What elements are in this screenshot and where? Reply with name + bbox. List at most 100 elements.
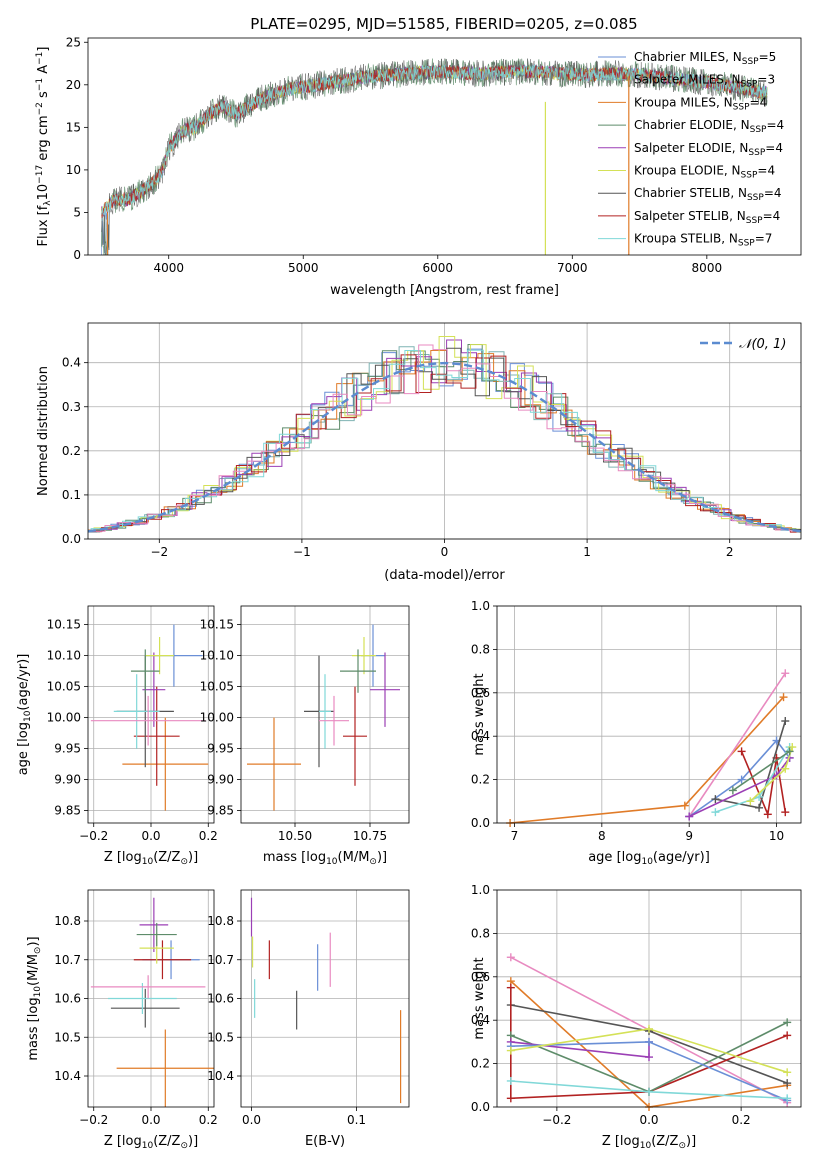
x-axis-label: mass [log10(M/M⊙)] bbox=[263, 850, 387, 867]
y-tick-label: 15 bbox=[66, 120, 81, 134]
panel-3: 10.50 10.75 9.85 9.90 9.95 10.00 10.05 10.10 10.… bbox=[200, 605, 410, 867]
y-tick-label: 10.00 bbox=[200, 711, 234, 725]
y-tick-label: 0.4 bbox=[471, 729, 490, 743]
y-tick-label: 0.1 bbox=[62, 488, 81, 502]
spectrum-line bbox=[101, 58, 768, 255]
axes-frame bbox=[240, 605, 410, 824]
x-axis-label: age [log10(age/yr)] bbox=[588, 850, 710, 867]
data-point bbox=[90, 695, 206, 746]
normal-curve bbox=[87, 361, 802, 533]
legend: Chabrier MILES, NSSP=5 Salpeter MILES, NS… bbox=[598, 50, 784, 249]
panel-4: 7 8 9 10 0.0 0.2 0.4 0.6 0.8 1.0 age [log10(age/yr… bbox=[471, 599, 802, 867]
x-tick-label: −0.2 bbox=[79, 829, 108, 843]
x-tick-label: 2 bbox=[726, 545, 734, 559]
y-tick-label: 10.15 bbox=[47, 618, 81, 632]
y-tick-label: 5 bbox=[73, 205, 81, 219]
panel-6: 0.0 0.1 10.4 10.5 10.6 10.7 10.8 E(B-V) bbox=[207, 889, 410, 1149]
axes-frame bbox=[496, 605, 802, 824]
y-tick-label: 9.95 bbox=[54, 742, 81, 756]
legend-entry: Salpeter STELIB, NSSP=4 bbox=[634, 209, 780, 226]
x-tick-label: 0.1 bbox=[347, 1113, 366, 1127]
y-tick-label: 10.05 bbox=[200, 680, 234, 694]
axes-frame bbox=[240, 889, 410, 1108]
x-axis-label: Z [log10(Z/Z⊙)] bbox=[104, 850, 198, 867]
x-tick-label: 0.0 bbox=[242, 1113, 261, 1127]
x-tick-label: 5000 bbox=[288, 261, 319, 275]
legend-entry: Salpeter ELODIE, NSSP=4 bbox=[634, 141, 783, 158]
data-point bbox=[130, 649, 160, 693]
x-axis-label: Z [log10(Z/Z⊙)] bbox=[602, 1134, 696, 1151]
y-tick-label: 10.6 bbox=[54, 992, 81, 1006]
data-point bbox=[110, 988, 180, 1028]
x-tick-label: −0.2 bbox=[542, 1113, 571, 1127]
y-tick-label: 10 bbox=[66, 163, 81, 177]
x-tick-label: 6000 bbox=[423, 261, 454, 275]
legend-entry: Kroupa MILES, NSSP=4 bbox=[634, 95, 767, 112]
series-line bbox=[740, 751, 787, 818]
x-tick-label: 7 bbox=[511, 829, 519, 843]
legend-entry: Kroupa STELIB, NSSP=7 bbox=[634, 232, 772, 249]
data-point bbox=[352, 637, 376, 675]
y-axis-label: Normed distribution bbox=[36, 366, 51, 496]
y-tick-label: 0.2 bbox=[62, 444, 81, 458]
y-tick-label: 9.85 bbox=[54, 804, 81, 818]
y-tick-label: 10.10 bbox=[200, 649, 234, 663]
histogram-series bbox=[88, 347, 801, 532]
data-point bbox=[136, 922, 177, 947]
y-tick-label: 25 bbox=[66, 35, 81, 49]
data-point bbox=[108, 983, 177, 1014]
data-point bbox=[122, 717, 209, 811]
y-tick-label: 9.85 bbox=[207, 804, 234, 818]
x-tick-label: −0.2 bbox=[79, 1113, 108, 1127]
y-tick-label: 0.6 bbox=[471, 686, 490, 700]
y-tick-label: 1.0 bbox=[471, 883, 490, 897]
x-tick-label: 0.2 bbox=[199, 829, 218, 843]
y-axis-label: mass weight bbox=[472, 957, 487, 1039]
data-point bbox=[113, 674, 160, 749]
x-tick-label: 8 bbox=[598, 829, 606, 843]
data-point bbox=[319, 695, 349, 746]
x-axis-label: E(B-V) bbox=[305, 1134, 345, 1149]
x-axis-label: (data-model)/error bbox=[384, 568, 505, 583]
y-tick-label: 0.4 bbox=[62, 356, 81, 370]
spectrum-line bbox=[101, 58, 768, 255]
panel-2: −0.2 0.0 0.2 9.85 9.90 9.95 10.00 10.05 10.10 10.… bbox=[16, 605, 218, 867]
panel-1: −2 −1 0 1 2 0.0 0.1 0.2 0.3 0.4 (data-model)/error… bbox=[36, 322, 802, 583]
legend-entry: Salpeter MILES, NSSP=3 bbox=[634, 73, 775, 90]
x-tick-label: 0 bbox=[441, 545, 449, 559]
axes-frame bbox=[87, 889, 215, 1108]
data-point bbox=[142, 652, 166, 727]
legend-entry: 𝒩(0, 1) bbox=[739, 337, 786, 352]
data-point bbox=[247, 717, 301, 811]
y-axis-label: mass weight bbox=[472, 673, 487, 755]
y-tick-label: 0.6 bbox=[471, 970, 490, 984]
x-axis-label: Z [log10(Z/Z⊙)] bbox=[104, 1134, 198, 1151]
y-tick-label: 10.15 bbox=[200, 618, 234, 632]
x-tick-label: 0.0 bbox=[141, 1113, 160, 1127]
y-axis-label: age [log10(age/yr)] bbox=[16, 654, 33, 776]
data-point bbox=[340, 649, 376, 693]
data-point bbox=[116, 1029, 214, 1107]
histogram-series bbox=[88, 349, 801, 533]
y-tick-label: 9.90 bbox=[207, 773, 234, 787]
spectrum-line bbox=[101, 63, 768, 216]
y-tick-label: 10.7 bbox=[54, 953, 81, 967]
y-tick-label: 0.8 bbox=[471, 926, 490, 940]
x-tick-label: 0.0 bbox=[639, 1113, 658, 1127]
data-point bbox=[139, 897, 169, 952]
legend-entry: Chabrier MILES, NSSP=5 bbox=[634, 50, 776, 67]
panel-5: −0.2 0.0 0.2 10.4 10.5 10.6 10.7 10.8 Z [log10(Z… bbox=[26, 889, 218, 1151]
axes-frame bbox=[87, 605, 215, 824]
y-tick-label: 20 bbox=[66, 78, 81, 92]
x-tick-label: 0.2 bbox=[199, 1113, 218, 1127]
x-tick-label: 0.2 bbox=[732, 1113, 751, 1127]
data-point bbox=[343, 686, 367, 786]
axes-frame bbox=[87, 322, 802, 540]
series-line bbox=[688, 672, 786, 817]
y-tick-label: 10.6 bbox=[207, 992, 234, 1006]
y-tick-label: 10.5 bbox=[54, 1030, 81, 1044]
y-tick-label: 0.2 bbox=[471, 773, 490, 787]
y-tick-label: 1.0 bbox=[471, 599, 490, 613]
y-tick-label: 10.05 bbox=[47, 680, 81, 694]
